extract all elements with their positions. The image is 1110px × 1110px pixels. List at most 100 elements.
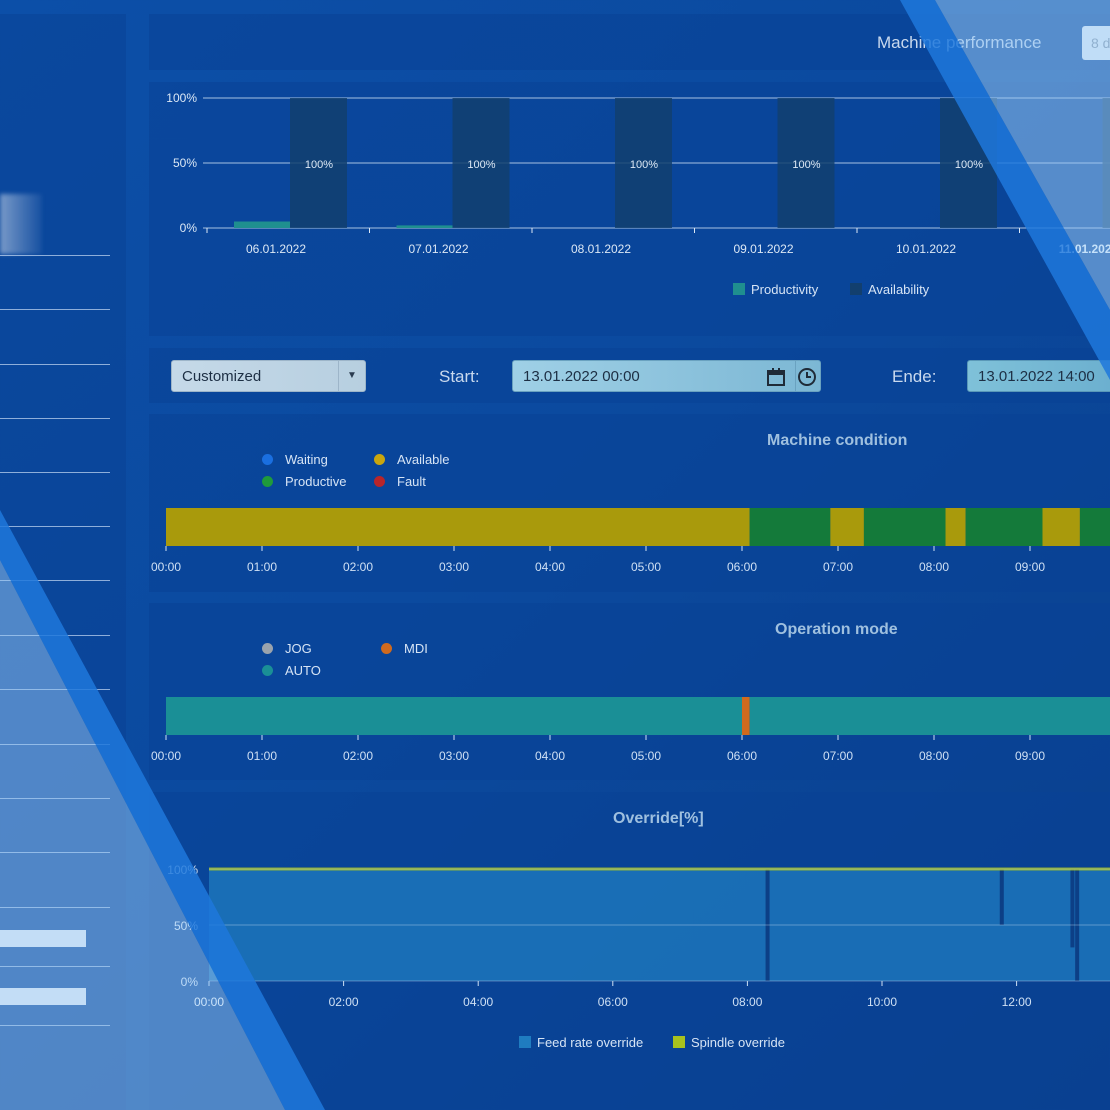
start-label: Start: xyxy=(439,367,480,386)
dot-icon xyxy=(374,476,385,487)
start-datetime-input[interactable]: 13.01.2022 00:00 xyxy=(512,360,821,392)
chevron-down-icon[interactable]: ▼ xyxy=(338,361,365,391)
x-tick-label: 07.01.2022 xyxy=(408,242,468,256)
square-icon xyxy=(519,1036,531,1048)
legend-availability[interactable]: Availability xyxy=(850,282,929,297)
availability-bar[interactable] xyxy=(777,98,835,228)
dot-icon xyxy=(262,476,273,487)
x-tick-label: 01:00 xyxy=(247,749,277,763)
timeline-segment[interactable] xyxy=(863,508,946,546)
timeline-segment[interactable] xyxy=(1042,508,1080,546)
period-selector[interactable]: 8 d xyxy=(1082,26,1110,60)
step-chart-icon xyxy=(673,1036,685,1048)
timeline-segment[interactable] xyxy=(166,508,750,546)
timeline-segment[interactable] xyxy=(1079,508,1110,546)
x-tick-label: 04:00 xyxy=(535,560,565,574)
bar-chart-icon xyxy=(733,283,745,295)
sidebar-highlight xyxy=(0,194,42,254)
legend-productivity[interactable]: Productivity xyxy=(733,282,818,297)
bar-chart-icon xyxy=(850,283,862,295)
override-title: Override[%] xyxy=(613,810,704,827)
x-tick-label: 00:00 xyxy=(151,749,181,763)
range-dropdown[interactable]: Customized ▼ xyxy=(171,360,366,392)
override-chart: 100% 50% 0% 00:00 02:00 04:00 06:00 08:00 10:00 1… xyxy=(167,863,1110,1009)
page-title: Machine performance xyxy=(877,33,1042,52)
sidebar-divider xyxy=(0,364,110,365)
sidebar-divider xyxy=(0,580,110,581)
x-tick-label: 02:00 xyxy=(343,560,373,574)
legend-feed-rate[interactable]: Feed rate override xyxy=(519,1035,643,1050)
availability-bar[interactable] xyxy=(615,98,672,228)
sidebar-divider xyxy=(0,526,110,527)
bar-data-label: 100% xyxy=(792,159,820,171)
legend-available[interactable]: Available xyxy=(374,452,450,467)
sidebar-divider xyxy=(0,689,110,690)
x-tick-label: 01:00 xyxy=(247,560,277,574)
x-tick-label: 00:00 xyxy=(194,995,224,1009)
productivity-bar[interactable] xyxy=(396,225,453,228)
start-datetime-value: 13.01.2022 00:00 xyxy=(523,368,640,385)
sidebar-divider xyxy=(0,798,110,799)
calendar-icon[interactable] xyxy=(766,367,786,387)
timeline-segment[interactable] xyxy=(749,697,1110,735)
x-tick-label: 08:00 xyxy=(732,995,762,1009)
sidebar-divider xyxy=(0,472,110,473)
feed-rate-dip xyxy=(999,869,1004,925)
legend-productive[interactable]: Productive xyxy=(262,474,346,489)
dot-icon xyxy=(374,454,385,465)
availability-bar[interactable] xyxy=(1102,98,1110,228)
legend-jog[interactable]: JOG xyxy=(262,641,312,656)
x-tick-label: 07:00 xyxy=(823,749,853,763)
dot-icon xyxy=(262,665,273,676)
machine-condition-timeline: 00:00 01:00 02:00 03:00 04:00 05:00 06:00 07:00… xyxy=(151,508,1110,574)
legend-waiting[interactable]: Waiting xyxy=(262,452,328,467)
legend-spindle[interactable]: Spindle override xyxy=(673,1035,785,1050)
sidebar-item[interactable] xyxy=(0,988,86,1005)
x-tick-label: 07:00 xyxy=(823,560,853,574)
dot-icon xyxy=(262,643,273,654)
sidebar-divider xyxy=(0,907,110,908)
x-tick-label: 02:00 xyxy=(329,995,359,1009)
x-tick-label: 06:00 xyxy=(727,560,757,574)
operation-mode-timeline: 00:00 01:00 02:00 03:00 04:00 05:00 06:00 07:00… xyxy=(151,697,1110,763)
x-tick-label: 03:00 xyxy=(439,560,469,574)
x-tick-label: 10.01.2022 xyxy=(896,242,956,256)
x-tick-label: 06:00 xyxy=(598,995,628,1009)
input-divider xyxy=(795,361,796,391)
timeline-segment[interactable] xyxy=(749,508,831,546)
sidebar-divider xyxy=(0,1025,110,1026)
end-datetime-input[interactable]: 13.01.2022 14:00 xyxy=(967,360,1110,392)
x-tick-label: 04:00 xyxy=(463,995,493,1009)
timeline-segment[interactable] xyxy=(166,697,742,735)
sidebar-divider xyxy=(0,255,110,256)
x-tick-label: 08:00 xyxy=(919,749,949,763)
x-tick-label: 05:00 xyxy=(631,560,661,574)
feed-rate-area[interactable] xyxy=(209,869,1110,981)
y-tick-label: 50% xyxy=(174,919,198,933)
availability-bar[interactable] xyxy=(290,98,347,228)
x-tick-label: 08.01.2022 xyxy=(571,242,631,256)
legend-mdi[interactable]: MDI xyxy=(381,641,428,656)
sidebar-divider xyxy=(0,852,110,853)
clock-icon[interactable] xyxy=(797,367,817,387)
x-tick-label: 04:00 xyxy=(535,749,565,763)
timeline-segment[interactable] xyxy=(965,508,1043,546)
timeline-segment[interactable] xyxy=(742,697,750,735)
feed-rate-dip xyxy=(765,869,770,981)
legend-fault[interactable]: Fault xyxy=(374,474,426,489)
timeline-segment[interactable] xyxy=(945,508,966,546)
productivity-bar[interactable] xyxy=(234,221,290,229)
legend-auto[interactable]: AUTO xyxy=(262,663,321,678)
y-tick-label: 0% xyxy=(181,975,199,989)
y-tick-label: 100% xyxy=(166,91,197,105)
sidebar-divider xyxy=(0,309,110,310)
availability-bar[interactable] xyxy=(452,98,510,228)
end-label: Ende: xyxy=(892,367,937,386)
x-tick-label: 12:00 xyxy=(1002,995,1032,1009)
bar-data-label: 100% xyxy=(467,159,495,171)
feed-rate-dip xyxy=(1070,869,1075,948)
x-tick-label: 09:00 xyxy=(1015,749,1045,763)
x-tick-label: 06.01.2022 xyxy=(246,242,306,256)
timeline-segment[interactable] xyxy=(830,508,864,546)
sidebar-item[interactable] xyxy=(0,930,86,947)
